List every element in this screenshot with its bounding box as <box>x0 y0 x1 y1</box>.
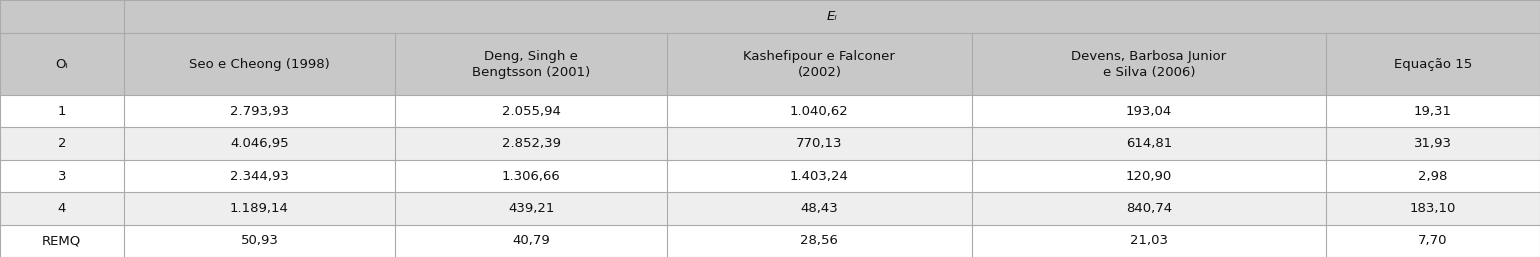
Text: 120,90: 120,90 <box>1126 170 1172 182</box>
Bar <box>0 95 1540 127</box>
Bar <box>0 225 1540 257</box>
Text: 50,93: 50,93 <box>240 234 279 247</box>
Text: 2.852,39: 2.852,39 <box>502 137 561 150</box>
Bar <box>0 33 1540 95</box>
Text: 193,04: 193,04 <box>1126 105 1172 118</box>
Text: Equação 15: Equação 15 <box>1394 58 1472 71</box>
Text: 2,98: 2,98 <box>1418 170 1448 182</box>
Text: Devens, Barbosa Junior
e Silva (2006): Devens, Barbosa Junior e Silva (2006) <box>1072 50 1226 79</box>
Text: Oᵢ: Oᵢ <box>55 58 68 71</box>
Text: Kashefipour e Falconer
(2002): Kashefipour e Falconer (2002) <box>744 50 895 79</box>
Text: Eᵢ: Eᵢ <box>827 10 838 23</box>
Text: 31,93: 31,93 <box>1414 137 1452 150</box>
Text: 439,21: 439,21 <box>508 202 554 215</box>
Bar <box>0 192 1540 225</box>
Text: 1.189,14: 1.189,14 <box>229 202 290 215</box>
Text: 7,70: 7,70 <box>1418 234 1448 247</box>
Text: 614,81: 614,81 <box>1126 137 1172 150</box>
Text: 2.344,93: 2.344,93 <box>229 170 290 182</box>
Text: Deng, Singh e
Bengtsson (2001): Deng, Singh e Bengtsson (2001) <box>473 50 590 79</box>
Text: 19,31: 19,31 <box>1414 105 1452 118</box>
Text: 40,79: 40,79 <box>513 234 550 247</box>
Text: 2.793,93: 2.793,93 <box>229 105 290 118</box>
Text: 48,43: 48,43 <box>801 202 838 215</box>
Text: 4.046,95: 4.046,95 <box>229 137 288 150</box>
Text: 770,13: 770,13 <box>796 137 842 150</box>
Bar <box>0 160 1540 192</box>
Text: 2.055,94: 2.055,94 <box>502 105 561 118</box>
Text: 28,56: 28,56 <box>801 234 838 247</box>
Text: 4: 4 <box>57 202 66 215</box>
Text: 1.403,24: 1.403,24 <box>790 170 849 182</box>
Text: 3: 3 <box>57 170 66 182</box>
Text: 183,10: 183,10 <box>1409 202 1457 215</box>
Text: Seo e Cheong (1998): Seo e Cheong (1998) <box>189 58 330 71</box>
Text: 1: 1 <box>57 105 66 118</box>
Text: 2: 2 <box>57 137 66 150</box>
Text: 1.040,62: 1.040,62 <box>790 105 849 118</box>
Text: REMQ: REMQ <box>42 234 82 247</box>
Text: 840,74: 840,74 <box>1126 202 1172 215</box>
Bar <box>0 0 1540 33</box>
Text: 1.306,66: 1.306,66 <box>502 170 561 182</box>
Bar <box>0 127 1540 160</box>
Text: 21,03: 21,03 <box>1130 234 1167 247</box>
